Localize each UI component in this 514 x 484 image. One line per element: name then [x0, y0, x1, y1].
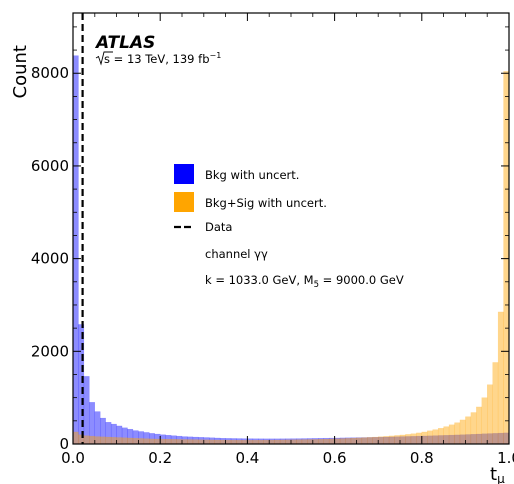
- sig-bar: [176, 439, 183, 445]
- sig-bar: [328, 438, 335, 445]
- sig-bar: [443, 426, 450, 445]
- sig-bar: [323, 438, 330, 445]
- sig-bar: [497, 311, 504, 445]
- x-tick-label: 0.8: [410, 449, 434, 467]
- sig-bar: [127, 437, 134, 445]
- sig-bar: [203, 439, 210, 445]
- sig-bar: [454, 422, 461, 445]
- sig-bar: [296, 439, 303, 445]
- atlas-label: ATLAS: [94, 33, 155, 53]
- sig-bar: [470, 412, 477, 445]
- legend-bkg-swatch: [174, 164, 194, 184]
- sig-bar: [459, 419, 466, 445]
- x-tick-label: 0.0: [61, 449, 85, 467]
- sig-bar: [170, 439, 177, 445]
- sig-bar: [388, 435, 395, 445]
- y-tick-label: 0: [59, 435, 69, 453]
- sig-bar: [339, 438, 346, 445]
- sig-bar: [405, 434, 412, 445]
- x-tick-label: 1.0: [497, 449, 514, 467]
- sig-bar: [356, 437, 363, 445]
- sig-bar: [279, 439, 286, 445]
- sig-bar: [378, 436, 384, 445]
- y-tick-label: 8000: [31, 64, 69, 82]
- sig-bar: [492, 362, 499, 445]
- sig-bar: [143, 438, 150, 445]
- sig-bar: [154, 438, 161, 445]
- sig-bar: [367, 437, 373, 445]
- sig-bar: [421, 431, 428, 445]
- sig-bar: [345, 438, 352, 445]
- sig-bar: [100, 436, 106, 445]
- sig-bar: [198, 439, 205, 445]
- sig-bar: [307, 439, 314, 445]
- sig-bar: [159, 438, 166, 445]
- sig-bar: [465, 416, 472, 445]
- energy-label: s = 13 TeV, 139 fb−1: [95, 51, 221, 66]
- sig-bar: [94, 436, 101, 445]
- legend-bkg-label: Bkg with uncert.: [205, 168, 299, 182]
- legend-data-label: Data: [205, 220, 232, 234]
- sig-bar: [116, 437, 123, 445]
- sig-bar: [383, 436, 390, 445]
- sig-bar: [361, 437, 368, 445]
- sig-bar: [72, 431, 79, 445]
- sig-bar: [110, 437, 117, 445]
- sig-bar: [181, 439, 188, 445]
- y-axis-ticks: 0 2000 4000 6000 8000: [31, 26, 509, 453]
- legend-params: k = 1033.0 GeV, M5 = 9000.0 GeV: [205, 273, 404, 290]
- y-tick-label: 4000: [31, 250, 69, 268]
- x-axis-title: tμ: [490, 464, 505, 484]
- x-tick-label: 0.4: [235, 449, 259, 467]
- bkg-bar: [83, 376, 90, 445]
- sig-bar: [394, 435, 401, 445]
- sig-bar: [481, 397, 488, 445]
- sig-bar: [476, 406, 482, 445]
- sig-bar: [89, 435, 95, 445]
- sig-bar: [487, 384, 493, 445]
- sig-bar: [372, 436, 379, 445]
- bkg-bar: [72, 55, 79, 445]
- legend-sig-label: Bkg+Sig with uncert.: [205, 196, 327, 210]
- sig-bar: [427, 430, 433, 445]
- legend-sig-swatch: [174, 192, 194, 212]
- sig-bar: [318, 439, 324, 445]
- sig-bar: [301, 439, 308, 445]
- x-axis-ticks: 0.0 0.2 0.4 0.6 0.8 1.0: [61, 13, 514, 467]
- x-tick-label: 0.6: [323, 449, 347, 467]
- sig-bar: [399, 434, 406, 445]
- sig-bar: [350, 437, 357, 445]
- sig-bar: [416, 432, 423, 445]
- x-tick-label: 0.2: [148, 449, 172, 467]
- sig-bar: [149, 438, 155, 445]
- sig-bar: [132, 438, 139, 445]
- sig-bar: [192, 439, 199, 445]
- sig-bar: [448, 424, 455, 445]
- sig-bar: [138, 438, 145, 445]
- sig-bar: [209, 439, 215, 445]
- sig-bar: [312, 439, 319, 445]
- sig-bar: [187, 439, 194, 445]
- sig-bar: [290, 439, 297, 445]
- sig-bar: [105, 436, 112, 445]
- y-tick-label: 2000: [31, 342, 69, 360]
- sig-bar: [165, 438, 172, 445]
- sig-bar: [83, 435, 90, 445]
- y-tick-label: 6000: [31, 157, 69, 175]
- sig-bar: [437, 428, 444, 445]
- sqrt-symbol: [95, 51, 113, 66]
- y-axis-title: Count: [10, 45, 31, 98]
- svg-text:s = 13 TeV, 139 fb−1: s = 13 TeV, 139 fb−1: [104, 51, 221, 66]
- sig-bar: [121, 437, 128, 445]
- sig-bar: [334, 438, 341, 445]
- sig-bar: [285, 439, 292, 445]
- legend: Bkg with uncert. Bkg+Sig with uncert. Da…: [174, 164, 404, 290]
- sig-bar: [410, 433, 417, 445]
- sig-bar: [432, 429, 439, 445]
- sig-bar: [503, 71, 510, 445]
- legend-channel: channel γγ: [205, 247, 268, 261]
